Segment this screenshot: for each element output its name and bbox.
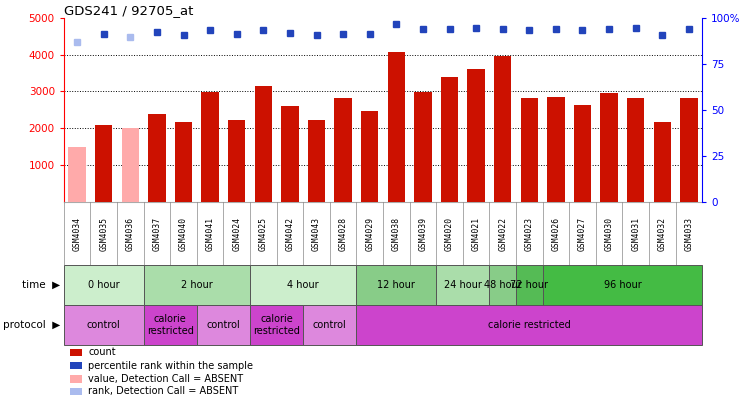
Bar xyxy=(197,305,250,345)
Text: calorie
restricted: calorie restricted xyxy=(253,314,300,335)
Bar xyxy=(467,69,484,202)
Text: GSM4022: GSM4022 xyxy=(498,217,507,251)
Bar xyxy=(490,265,516,305)
Bar xyxy=(255,86,272,202)
Text: GSM4034: GSM4034 xyxy=(73,217,82,251)
Bar xyxy=(601,93,618,202)
Text: GSM4029: GSM4029 xyxy=(365,217,374,251)
Text: GSM4037: GSM4037 xyxy=(152,217,161,251)
Text: calorie restricted: calorie restricted xyxy=(488,320,571,330)
Text: GSM4025: GSM4025 xyxy=(259,217,268,251)
Text: 24 hour: 24 hour xyxy=(444,280,481,290)
Text: GSM4042: GSM4042 xyxy=(285,217,294,251)
Text: GSM4041: GSM4041 xyxy=(206,217,215,251)
Bar xyxy=(441,78,458,202)
Text: GSM4026: GSM4026 xyxy=(551,217,560,251)
Text: 72 hour: 72 hour xyxy=(510,280,548,290)
Text: GSM4032: GSM4032 xyxy=(658,217,667,251)
Text: GSM4021: GSM4021 xyxy=(472,217,481,251)
Bar xyxy=(71,348,82,356)
Text: GSM4038: GSM4038 xyxy=(392,217,401,251)
Bar xyxy=(143,265,250,305)
Bar xyxy=(148,114,165,202)
Text: GSM4036: GSM4036 xyxy=(126,217,135,251)
Bar xyxy=(201,92,219,202)
Bar xyxy=(627,98,644,202)
Bar xyxy=(71,375,82,383)
Bar xyxy=(415,92,432,202)
Text: count: count xyxy=(88,347,116,357)
Text: GSM4027: GSM4027 xyxy=(578,217,587,251)
Text: control: control xyxy=(87,320,121,330)
Bar xyxy=(175,122,192,202)
Text: GSM4024: GSM4024 xyxy=(232,217,241,251)
Bar xyxy=(680,98,698,202)
Bar xyxy=(71,388,82,395)
Text: GSM4035: GSM4035 xyxy=(99,217,108,251)
Bar xyxy=(308,120,325,202)
Text: GSM4030: GSM4030 xyxy=(605,217,614,251)
Text: time  ▶: time ▶ xyxy=(22,280,60,290)
Bar xyxy=(357,265,436,305)
Text: 96 hour: 96 hour xyxy=(604,280,641,290)
Text: 2 hour: 2 hour xyxy=(181,280,213,290)
Text: GSM4023: GSM4023 xyxy=(525,217,534,251)
Bar xyxy=(494,56,511,202)
Text: percentile rank within the sample: percentile rank within the sample xyxy=(88,361,253,371)
Text: 0 hour: 0 hour xyxy=(88,280,119,290)
Text: protocol  ▶: protocol ▶ xyxy=(3,320,60,330)
Text: control: control xyxy=(313,320,347,330)
Text: 4 hour: 4 hour xyxy=(288,280,319,290)
Text: control: control xyxy=(207,320,240,330)
Bar xyxy=(334,98,351,202)
Bar xyxy=(388,52,405,202)
Text: GSM4039: GSM4039 xyxy=(418,217,427,251)
Text: 48 hour: 48 hour xyxy=(484,280,522,290)
Bar xyxy=(64,265,143,305)
Text: GSM4040: GSM4040 xyxy=(179,217,188,251)
Text: rank, Detection Call = ABSENT: rank, Detection Call = ABSENT xyxy=(88,386,238,396)
Bar xyxy=(143,305,197,345)
Text: GSM4031: GSM4031 xyxy=(631,217,640,251)
Bar xyxy=(303,305,357,345)
Text: value, Detection Call = ABSENT: value, Detection Call = ABSENT xyxy=(88,374,243,384)
Bar xyxy=(95,125,113,202)
Bar xyxy=(250,265,357,305)
Text: 12 hour: 12 hour xyxy=(377,280,415,290)
Bar xyxy=(282,106,299,202)
Text: GSM4020: GSM4020 xyxy=(445,217,454,251)
Bar xyxy=(361,111,379,202)
Text: GDS241 / 92705_at: GDS241 / 92705_at xyxy=(64,4,193,17)
Bar xyxy=(250,305,303,345)
Bar xyxy=(547,97,565,202)
Bar xyxy=(122,128,139,202)
Bar xyxy=(64,305,143,345)
Bar xyxy=(520,98,538,202)
Bar xyxy=(516,265,543,305)
Bar xyxy=(68,147,86,202)
Bar xyxy=(228,120,246,202)
Text: GSM4033: GSM4033 xyxy=(684,217,693,251)
Bar xyxy=(574,105,591,202)
Text: calorie
restricted: calorie restricted xyxy=(146,314,194,335)
Bar xyxy=(542,265,702,305)
Bar xyxy=(436,265,490,305)
Text: GSM4043: GSM4043 xyxy=(312,217,321,251)
Bar xyxy=(357,305,702,345)
Bar xyxy=(653,122,671,202)
Bar xyxy=(71,362,82,369)
Text: GSM4028: GSM4028 xyxy=(339,217,348,251)
